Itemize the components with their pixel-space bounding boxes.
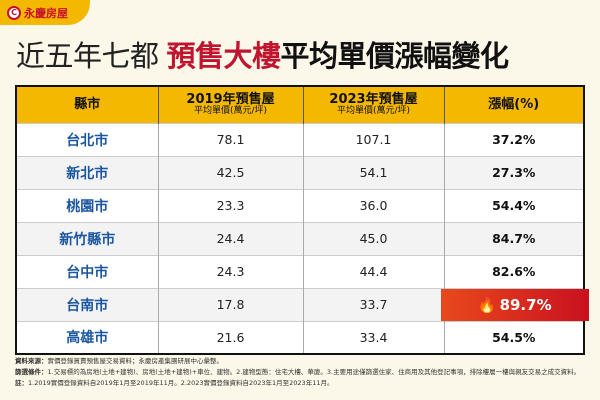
table-row: 台中市 24.3 44.4 82.6% bbox=[15, 254, 584, 288]
title-part-3: 平均單價漲幅變化 bbox=[280, 39, 510, 73]
header-city: 縣市 bbox=[15, 86, 158, 123]
cell-2023: 33.4 bbox=[302, 320, 444, 354]
table-row: 高雄市 21.6 33.4 54.5% bbox=[15, 320, 584, 354]
table-row: 新竹縣市 24.4 45.0 84.7% bbox=[15, 221, 584, 255]
cell-2019: 24.4 bbox=[157, 221, 303, 255]
page-title: 近五年七都 預售大樓平均單價漲幅變化 bbox=[16, 33, 509, 75]
cell-2023: 107.1 bbox=[302, 122, 444, 156]
cell-rate: 🔥 89.7% bbox=[440, 287, 589, 321]
price-table: 縣市 2019年預售屋 平均單價(萬元/坪) 2023年預售屋 平均單價(萬元/坪)… bbox=[15, 85, 589, 355]
note-remark: 註：1.2019實價登錄資料自2019年1月至2019年11月。2.2023實價… bbox=[15, 379, 334, 387]
cell-rate: 82.6% bbox=[443, 254, 584, 288]
cell-rate: 27.3% bbox=[443, 155, 584, 189]
cell-2023: 54.1 bbox=[302, 155, 444, 189]
cell-2019: 21.6 bbox=[157, 320, 303, 354]
note-source: 資料來源：實價登錄買賣預售屋交易資料；永慶房產集團研展中心彙整。 bbox=[15, 357, 223, 365]
footnotes: 資料來源：實價登錄買賣預售屋交易資料；永慶房產集團研展中心彙整。 篩選條件：1.… bbox=[15, 356, 580, 389]
cell-city: 台南市 bbox=[15, 287, 158, 321]
cell-2023: 36.0 bbox=[302, 188, 444, 222]
cell-rate: 37.2% bbox=[443, 122, 584, 156]
cell-rate: 54.4% bbox=[443, 188, 584, 222]
brand-name: 永慶房屋 bbox=[24, 6, 68, 20]
title-part-2: 預售大樓 bbox=[166, 39, 282, 73]
cell-2019: 24.3 bbox=[157, 254, 303, 288]
cell-city: 新北市 bbox=[15, 155, 158, 189]
cell-2019: 17.8 bbox=[157, 287, 303, 321]
header-2023: 2023年預售屋 平均單價(萬元/坪) bbox=[302, 86, 444, 123]
note-filter: 篩選條件：1.交易標的為房地(土地+建物)、房地(土地+建物)+車位、建物。2.… bbox=[15, 368, 581, 376]
cell-city: 桃園市 bbox=[15, 188, 158, 222]
table-row: 台北市 78.1 107.1 37.2% bbox=[15, 122, 584, 156]
cell-2019: 23.3 bbox=[157, 188, 303, 222]
cell-city: 台北市 bbox=[15, 122, 158, 156]
header-2019: 2019年預售屋 平均單價(萬元/坪) bbox=[157, 86, 303, 123]
header-rate: 漲幅(%) bbox=[443, 86, 584, 123]
table-row: 台南市 17.8 33.7 🔥 89.7% bbox=[15, 287, 589, 321]
cell-city: 新竹縣市 bbox=[15, 221, 158, 255]
cell-city: 台中市 bbox=[15, 254, 158, 288]
table-row: 桃園市 23.3 36.0 54.4% bbox=[15, 188, 584, 222]
logo-mark-icon: C bbox=[7, 5, 21, 20]
highlight-badge: 🔥 89.7% bbox=[440, 288, 589, 321]
cell-2023: 44.4 bbox=[302, 254, 444, 288]
title-part-1: 近五年七都 bbox=[16, 39, 159, 73]
table-row: 新北市 42.5 54.1 27.3% bbox=[15, 155, 584, 189]
cell-2023: 33.7 bbox=[302, 287, 444, 321]
cell-rate: 84.7% bbox=[443, 221, 584, 255]
brand-logo: C 永慶房屋 bbox=[0, 0, 90, 25]
cell-2023: 45.0 bbox=[302, 221, 444, 255]
cell-2019: 78.1 bbox=[157, 122, 303, 156]
cell-2019: 42.5 bbox=[157, 155, 303, 189]
cell-rate: 54.5% bbox=[443, 320, 584, 354]
cell-city: 高雄市 bbox=[15, 320, 158, 354]
fire-icon: 🔥 bbox=[477, 295, 497, 314]
